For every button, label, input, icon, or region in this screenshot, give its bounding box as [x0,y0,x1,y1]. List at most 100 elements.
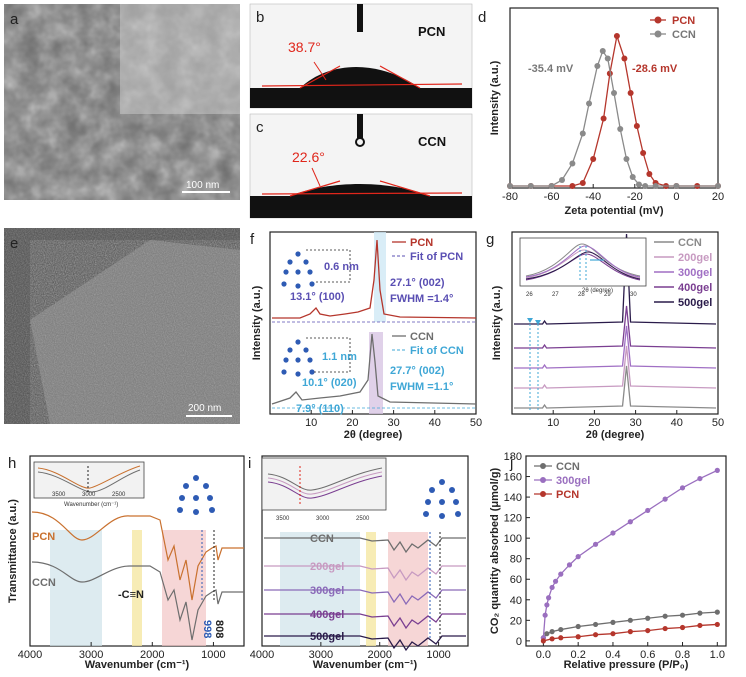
legend-j-300gel: 300gel [556,475,590,487]
data-point [507,183,513,189]
series-200gel [264,565,466,582]
x-tick-label: 2000 [140,649,164,661]
data-point [617,126,624,132]
series-400gel [264,613,466,630]
data-point [527,183,534,189]
data-point [559,177,565,183]
data-point [566,562,573,568]
label-h-ccn: CCN [32,577,56,589]
x-tick-label: 1000 [426,649,450,661]
annotation-d-pcn: -28.6 mV [632,63,678,75]
legend-f-pcn: PCN [410,237,433,249]
molecule-icon [281,251,315,289]
data-point [662,625,668,632]
panel-e: e 200 nm [4,228,240,424]
legend-f-ccn: CCN [410,331,434,343]
data-point [714,467,720,473]
x-tick-label: 0.0 [536,649,551,661]
x-tick-label: 40 [671,417,683,429]
data-point [558,635,564,641]
label-i-CCN: CCN [310,533,334,545]
panel-g: g 10 20 30 40 50 26 27 28 29 30 2θ (degree) … [486,231,724,441]
series-300gel [514,325,717,369]
y-axis-label-d: Intensity (a.u.) [489,60,501,135]
angle-label-b: 38.7° [288,39,321,55]
data-point [558,626,564,633]
data-point [679,624,686,631]
label-i-500gel: 500gel [310,631,344,643]
data-point [549,584,555,591]
panel-h: h 4000 3000 2000 1000 3500 3000 2500 Wavenu… [7,455,245,671]
legend-j-CCN: CCN [556,461,580,473]
inset-tick: 2500 [356,516,370,522]
legend-d-ccn: CCN [672,29,696,41]
annotation-f: 1.1 nm [322,351,357,363]
annotation-h-808: 808 [213,620,225,638]
data-point [635,181,642,188]
y-tick-label: 120 [504,513,522,525]
data-point [579,130,586,137]
data-point [544,602,550,608]
series-CCN [514,365,717,409]
x-tick-label: 20 [346,417,358,429]
inset-tick: 3500 [276,516,290,522]
data-point [604,55,611,62]
data-point [575,554,581,560]
x-tick-label: 20 [712,191,724,203]
label-i-300gel: 300gel [310,585,344,597]
annotation-f: 10.1° (020) [302,377,357,389]
annotation-h-cn: -C≡N [118,589,144,601]
y-tick-label: 80 [510,554,522,566]
panel-label-j: j [509,455,513,472]
scale-label: 100 nm [186,180,219,191]
y-tick-label: 20 [510,615,522,627]
scale-label: 200 nm [188,403,221,414]
x-tick-label: -20 [627,191,643,203]
x-axis-label-d: Zeta potential (mV) [564,205,663,217]
data-point [569,160,576,167]
inset-tick: 28 [578,292,585,298]
annotation-f: 13.1° (100) [290,291,345,303]
inset-tick: 3000 [82,492,96,498]
y-tick-label: 100 [504,533,522,545]
data-point [592,541,599,547]
series-300gel [264,589,466,606]
x-tick-label: -40 [585,191,601,203]
data-point [679,612,686,618]
inset-tick: 29 [604,292,611,298]
panel-label-i: i [248,455,251,472]
x-tick-label: 40 [429,417,441,429]
data-point [627,519,633,525]
data-point [569,183,576,189]
x-tick-label: 50 [470,417,482,429]
legend-g-CCN: CCN [678,237,702,249]
series-500gel [264,635,466,652]
sample-label-b: PCN [418,24,445,39]
data-point [652,183,659,189]
data-point [645,627,651,634]
sample-label-c: CCN [418,134,446,149]
inset-axis-label: Wavenumber (cm⁻¹) [64,502,118,508]
series-ccn [31,561,244,641]
x-tick-label: 1.0 [710,649,725,661]
x-tick-label: 10 [547,417,559,429]
data-point [715,183,721,189]
data-point [575,623,581,630]
data-point [613,33,620,39]
data-point [579,180,586,186]
data-point [610,619,616,625]
data-point [586,100,593,107]
panel-a: a 100 nm [4,4,240,200]
panel-label-f: f [250,231,255,248]
x-axis-label-j: Relative pressure (P/P₀) [564,659,689,671]
data-point [610,530,616,536]
legend-g-300gel: 300gel [678,267,712,279]
annotation-f: 0.6 nm [324,261,359,273]
x-tick-label: 0.8 [675,649,690,661]
data-point [697,622,703,629]
series-ccn [271,333,477,405]
inset-tick: 3500 [52,492,66,498]
legend-g-200gel: 200gel [678,252,712,264]
legend-g-500gel: 500gel [678,297,712,309]
